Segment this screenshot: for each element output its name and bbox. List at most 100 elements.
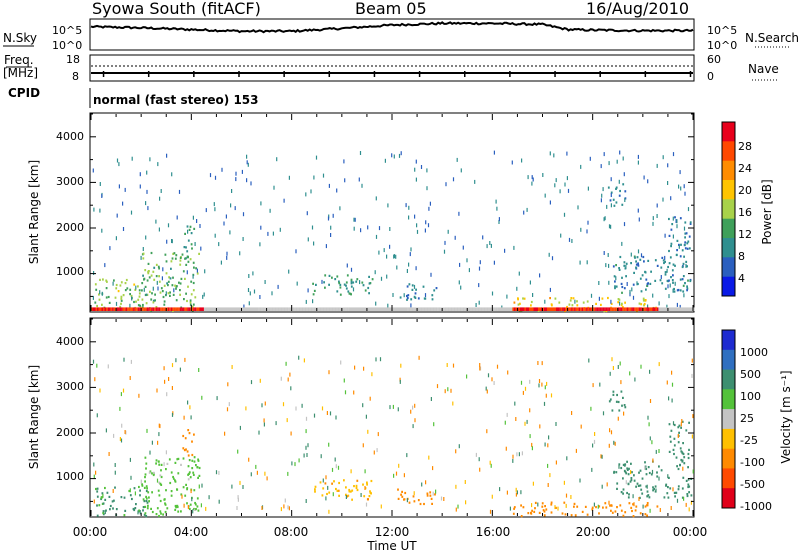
velocity-cell [479,366,482,371]
velocity-cell [609,371,611,376]
power-ground-cell [280,307,283,311]
velocity-cell [627,473,630,476]
power-ground-cell [191,307,194,311]
noise-tick-left-bottom: 10^0 [52,39,82,52]
power-cell [172,293,175,296]
velocity-cell [505,446,507,451]
power-ground-cell [625,307,627,311]
velocity-cell [674,495,676,498]
velocity-cell [147,504,149,507]
power-cell [169,277,172,280]
velocity-cell [380,504,382,509]
velocity-cell [275,421,277,426]
velocity-cell [649,436,651,441]
velocity-cell [561,512,564,515]
velocity-cell [691,358,693,363]
velocity-cell [639,484,642,487]
power-ground-cell [267,307,269,311]
power-cell [656,203,658,208]
velocity-cell [159,474,162,477]
power-cell [454,235,456,240]
velocity-cell [102,502,105,505]
velocity-cell [142,509,144,512]
power-ground-cell [414,307,417,311]
power-cell [165,260,168,263]
power-ground-cell [656,307,659,311]
power-cell [182,270,185,273]
power-ground-cell [313,307,316,311]
power-cell [169,294,171,297]
power-cell [158,275,160,278]
power-ground-cell [407,307,409,311]
power-cell [151,292,153,295]
power-cell [478,300,480,305]
velocity-cell [322,487,325,490]
power-cell [668,249,670,253]
power-ground-cell [538,307,540,311]
velocity-cell [680,458,683,462]
power-cell [176,215,178,220]
power-cell [684,232,687,235]
velocity-cell [160,463,163,466]
power-ground-cell [399,307,402,311]
power-cell [213,202,215,207]
power-cell [542,173,544,177]
power-cell [260,225,262,230]
velocity-cell [362,443,364,448]
power-cell [491,291,494,296]
power-cell [109,246,111,251]
power-cell [180,277,183,280]
velocity-cell [581,510,584,513]
power-cell [120,281,123,284]
power-cell [624,190,627,193]
power-cell [354,217,356,222]
power-cell [662,197,664,202]
velocity-cell [516,490,518,495]
velocity-cell [177,510,180,513]
power-cell [387,303,389,308]
power-ground-cell [659,307,662,311]
power-cell [184,232,186,235]
velocity-cell [652,458,654,463]
velocity-cell [677,467,680,471]
velocity-cell [186,450,189,453]
power-cell [431,298,434,301]
velocity-cell [399,379,401,384]
velocity-cell [153,471,155,474]
velocity-cell [205,506,207,511]
velocity-cell [196,505,199,508]
velocity-cell [610,430,613,435]
power-ground-cell [184,307,186,311]
velocity-cell [166,462,169,465]
velocity-cell [617,365,619,369]
power-ground-cell [426,307,429,311]
power-cell [606,204,608,209]
power-cell [350,285,353,288]
velocity-cell [648,422,650,427]
velocity-cell [647,494,650,497]
velocity-cell [598,505,601,508]
velocity-cell [187,465,190,468]
power-cell [689,221,692,224]
power-ground-cell [410,307,412,311]
power-cell [679,304,681,309]
power-cell [670,276,672,279]
velocity-cell [193,507,195,511]
velocity-cell [479,467,481,472]
power-cell [141,298,144,301]
power-cell [411,284,414,287]
velocity-cell [236,506,238,510]
power-cell [647,259,650,262]
power-cell [171,284,174,287]
velocity-cell [682,476,685,479]
power-cell [568,303,571,306]
date-label: 16/Aug/2010 [586,0,689,18]
velocity-cell [668,450,671,453]
velocity-cell [156,478,159,483]
velocity-cell [682,466,684,471]
colorbar-swatch [722,349,735,371]
velocity-cell [616,506,618,509]
nsky-label: N.Sky [3,31,37,45]
power-cell [598,296,600,301]
colorbar-swatch [722,238,735,258]
